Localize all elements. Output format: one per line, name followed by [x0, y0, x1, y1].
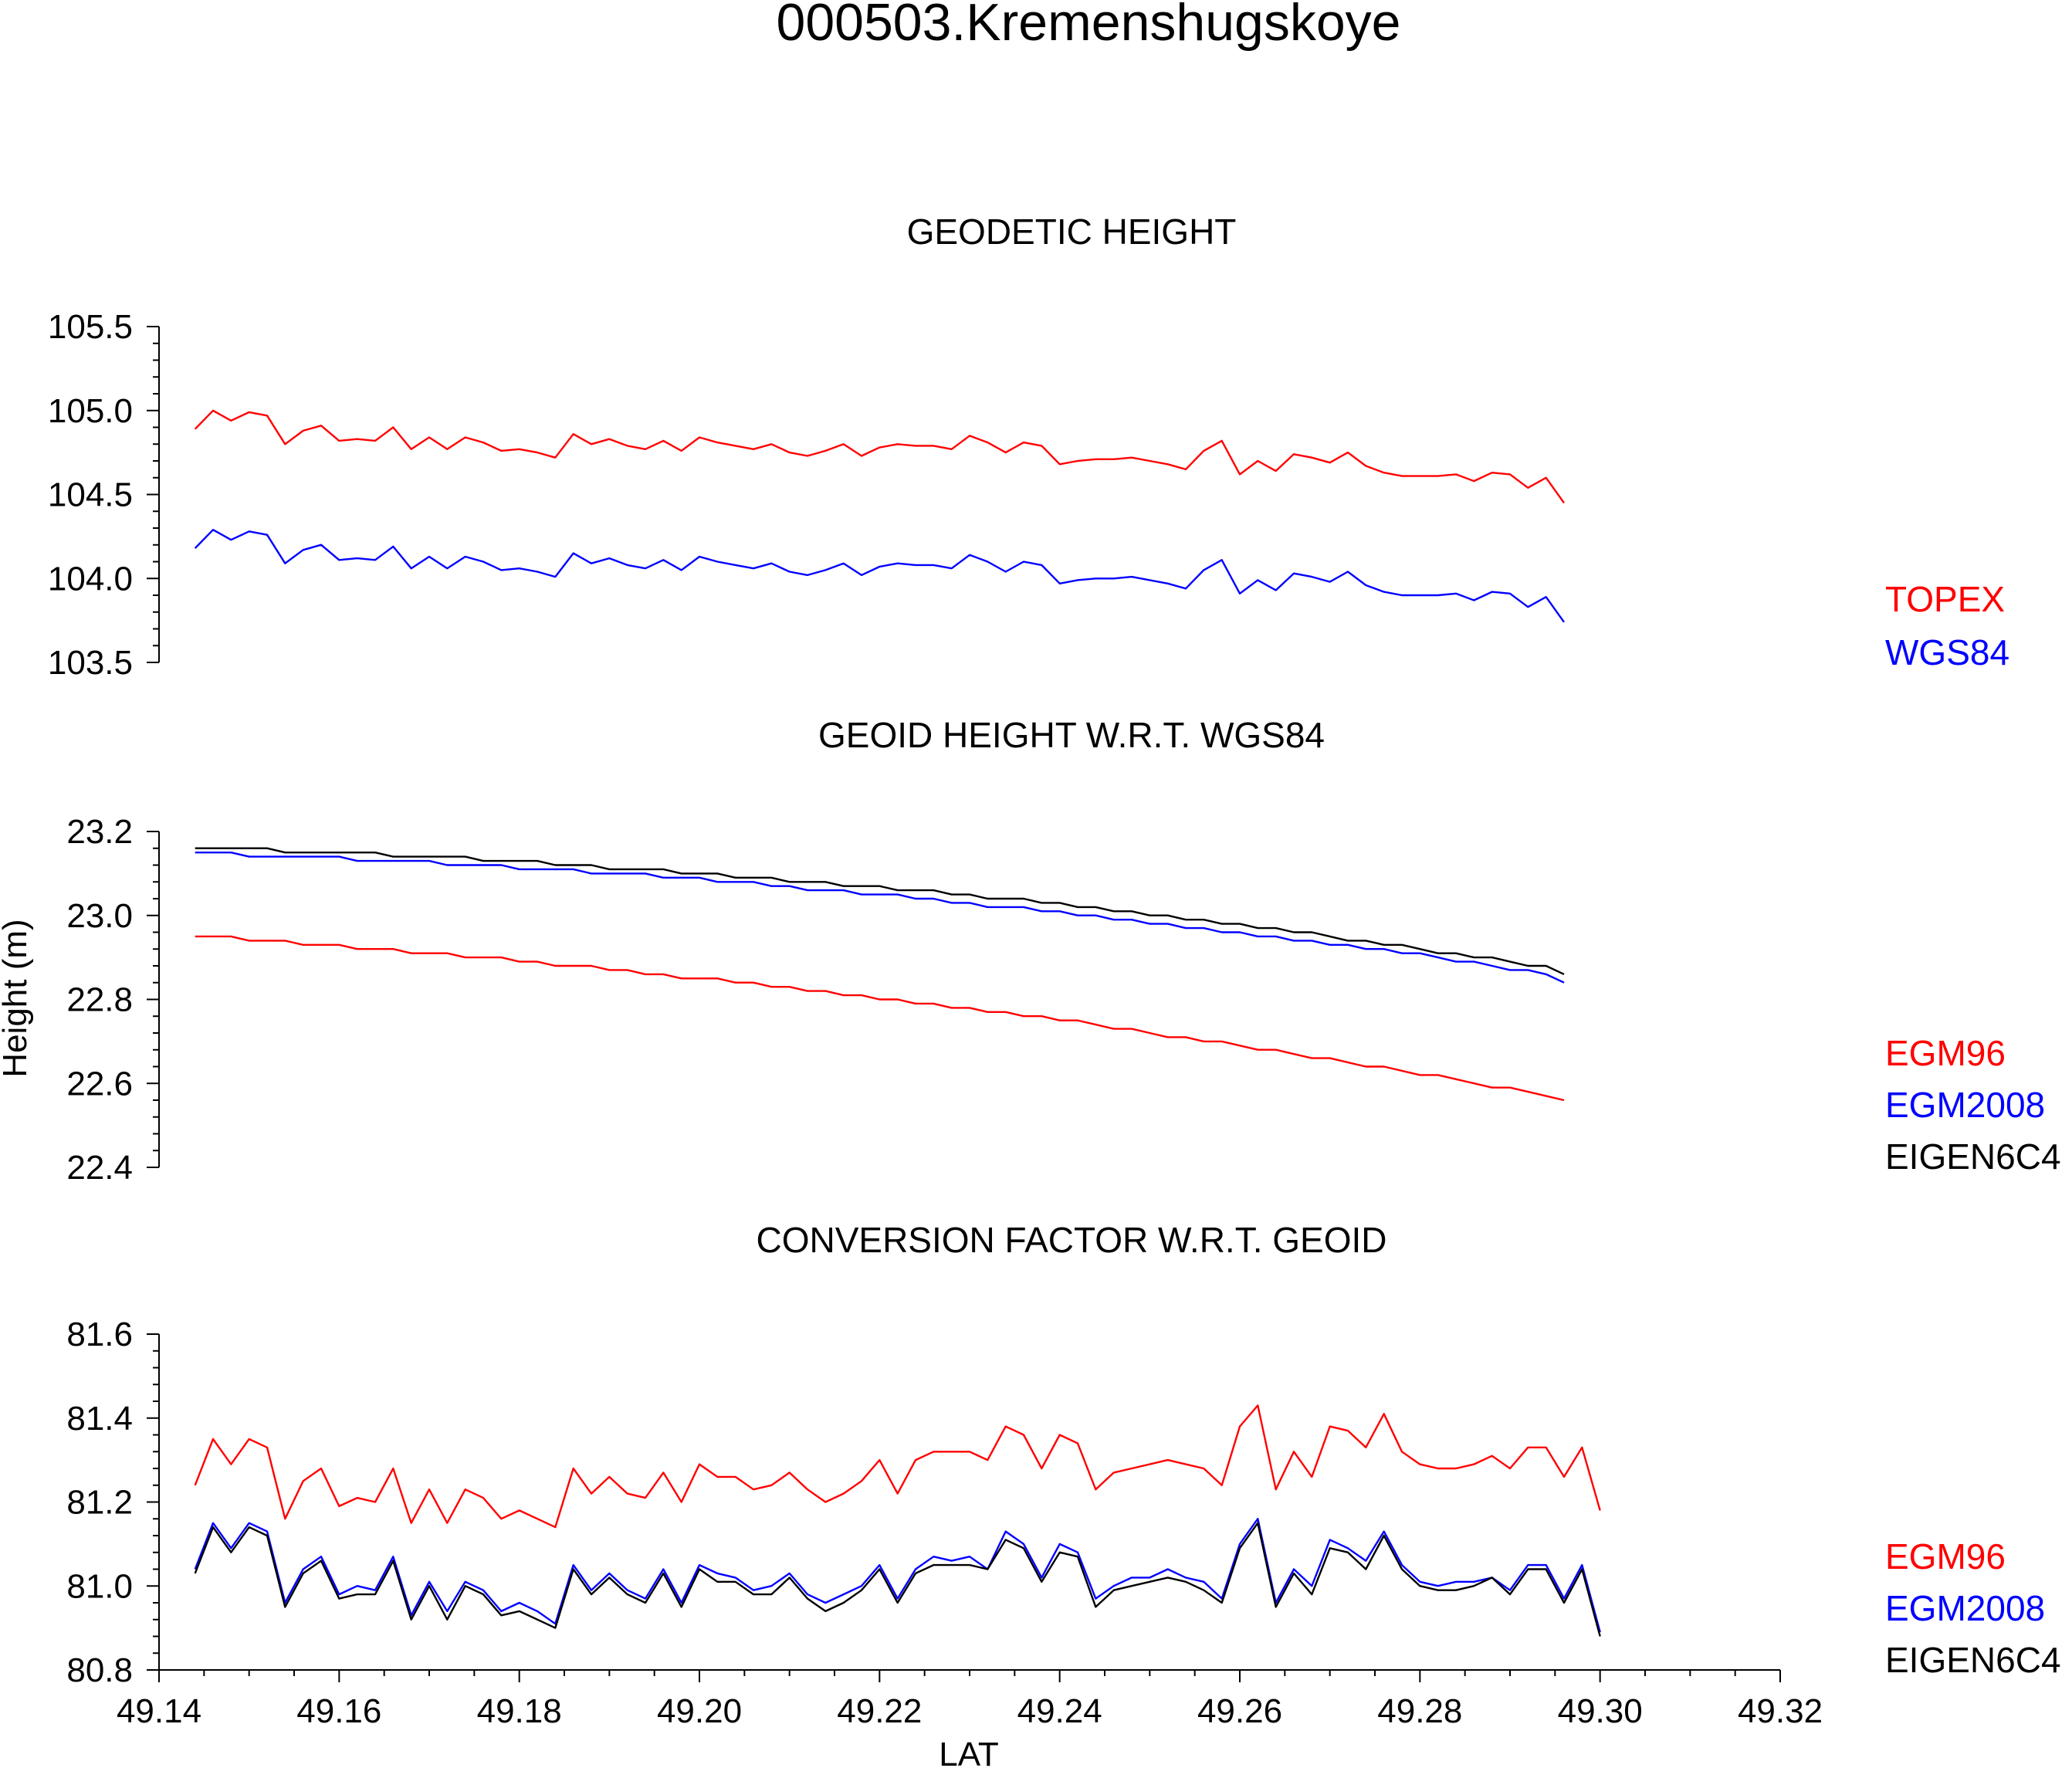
- chart-title: 000503.Kremenshugskoye: [777, 0, 1401, 52]
- panel-title: GEOID HEIGHT W.R.T. WGS84: [818, 715, 1325, 755]
- panel-title: CONVERSION FACTOR W.R.T. GEOID: [756, 1220, 1386, 1260]
- x-tick-label: 49.26: [1197, 1692, 1282, 1730]
- x-axis-label: LAT: [939, 1736, 998, 1768]
- y-tick-label: 105.0: [48, 392, 133, 430]
- legend-wgs84: WGS84: [1885, 632, 2009, 672]
- y-tick-label: 104.5: [48, 476, 133, 514]
- y-tick-label: 22.6: [66, 1065, 133, 1102]
- series-line-egm2008: [195, 851, 1565, 984]
- y-tick-label: 81.6: [66, 1316, 133, 1353]
- x-tick-label: 49.14: [117, 1692, 201, 1730]
- y-tick-label: 81.0: [66, 1567, 133, 1605]
- y-tick-label: 105.5: [48, 308, 133, 346]
- series-line-topex: [194, 409, 1565, 504]
- legend-egm96: EGM96: [1885, 1536, 2006, 1577]
- legend-egm2008: EGM2008: [1885, 1085, 2045, 1125]
- legend-eigen6c4: EIGEN6C4: [1885, 1640, 2061, 1680]
- x-axis: 49.14 49.16 49.18 49.20 49.22 49.24 49.26 49.28…: [117, 1669, 1823, 1730]
- y-tick-label: 80.8: [66, 1651, 133, 1689]
- x-tick-label: 49.28: [1377, 1692, 1462, 1730]
- panel-3: CONVERSION FACTOR W.R.T. GEOID 81.6 81.4 81…: [66, 1220, 2060, 1689]
- panel-2: GEOID HEIGHT W.R.T. WGS84 23.2 23.0 22.8 22.…: [66, 715, 2060, 1187]
- x-tick-label: 49.24: [1017, 1692, 1102, 1730]
- x-tick-label: 49.30: [1558, 1692, 1643, 1730]
- y-tick-label: 22.4: [66, 1149, 133, 1187]
- legend-egm96: EGM96: [1885, 1033, 2006, 1073]
- x-tick-label: 49.32: [1738, 1692, 1823, 1730]
- y-tick-label: 22.8: [66, 981, 133, 1019]
- y-tick-label: 23.2: [66, 813, 133, 851]
- series-line-eigen6c4: [194, 1522, 1601, 1637]
- x-tick-label: 49.22: [837, 1692, 922, 1730]
- y-tick-label: 104.0: [48, 560, 133, 598]
- series-line-eigen6c4: [195, 847, 1565, 975]
- y-tick-label: 81.2: [66, 1484, 133, 1522]
- series-line-egm96: [194, 1404, 1601, 1529]
- legend-egm2008: EGM2008: [1885, 1588, 2045, 1628]
- series-line-egm96: [195, 935, 1565, 1102]
- panel-1: GEODETIC HEIGHT 105.5 105.0 104.5 104.0 103.5…: [48, 212, 2009, 682]
- x-tick-label: 49.16: [296, 1692, 381, 1730]
- x-tick-label: 49.20: [657, 1692, 742, 1730]
- legend-topex: TOPEX: [1885, 579, 2005, 619]
- y-axis-label: Height (m): [0, 919, 34, 1077]
- legend-eigen6c4: EIGEN6C4: [1885, 1136, 2061, 1177]
- series-line-egm2008: [194, 1517, 1601, 1633]
- y-tick-label: 103.5: [48, 644, 133, 682]
- series-line-wgs84: [194, 529, 1565, 623]
- y-tick-label: 81.4: [66, 1400, 133, 1438]
- panel-title: GEODETIC HEIGHT: [907, 212, 1237, 252]
- y-tick-label: 23.0: [66, 897, 133, 935]
- x-tick-label: 49.18: [477, 1692, 562, 1730]
